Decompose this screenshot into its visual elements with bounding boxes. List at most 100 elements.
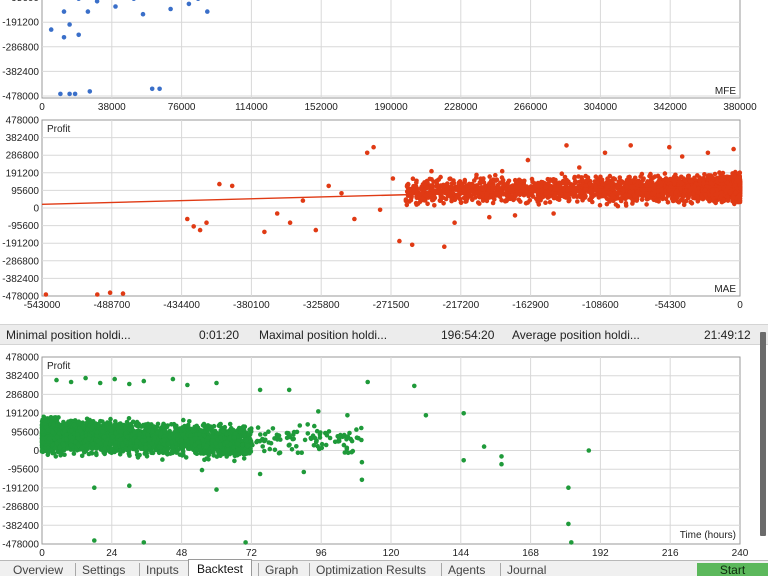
data-point	[512, 196, 517, 201]
data-point	[635, 189, 641, 194]
data-point	[205, 435, 211, 440]
data-point	[408, 197, 414, 203]
data-point	[599, 177, 605, 183]
data-point	[339, 191, 344, 196]
data-point	[58, 91, 63, 97]
data-point	[712, 171, 718, 177]
data-point	[576, 193, 582, 199]
data-point	[535, 199, 540, 204]
x-tick-label: 38000	[98, 102, 126, 113]
data-point	[117, 452, 123, 457]
data-point	[687, 192, 693, 197]
min-holding-value: 0:01:20	[199, 328, 240, 342]
data-point	[186, 1, 192, 7]
data-point	[641, 176, 646, 181]
x-tick-label: -108600	[582, 300, 619, 311]
y-tick-label: 0	[33, 446, 39, 457]
data-point	[529, 191, 535, 197]
data-point	[487, 214, 492, 220]
data-point	[431, 197, 436, 203]
data-point	[663, 196, 669, 202]
data-point	[422, 187, 427, 193]
data-point	[638, 182, 644, 188]
x-tick-label: 0	[39, 548, 45, 559]
data-point	[527, 198, 533, 203]
y-tick-label: -191200	[2, 239, 39, 250]
x-tick-label: 48	[176, 548, 188, 559]
data-point	[76, 0, 81, 1]
data-point	[197, 227, 203, 233]
data-point	[102, 445, 107, 451]
data-point	[497, 194, 503, 200]
data-point	[470, 197, 475, 203]
data-point	[639, 197, 645, 202]
data-point	[609, 182, 614, 187]
max-holding-value: 196:54:20	[441, 328, 495, 342]
mae-chart: -543000 -488700 -434400 -380100 -325800 -2715…	[2, 116, 743, 311]
data-point	[507, 187, 512, 192]
data-point	[43, 292, 49, 297]
data-point	[731, 195, 736, 200]
data-point	[475, 200, 481, 205]
data-point	[428, 183, 434, 188]
data-point	[440, 195, 446, 200]
data-point	[655, 193, 661, 198]
data-point	[456, 187, 462, 193]
y-tick-label: 478000	[6, 116, 40, 127]
x-tick-label: 216	[662, 548, 679, 559]
data-point	[547, 199, 553, 205]
data-point	[628, 143, 633, 148]
data-point	[467, 183, 473, 189]
x-tick-label: 228000	[444, 102, 478, 113]
data-point	[630, 198, 636, 203]
data-point	[620, 194, 625, 200]
y-tick-label: 382400	[6, 371, 40, 382]
data-point	[609, 196, 615, 201]
data-point	[191, 224, 196, 229]
avg-holding-label: Average position holdi...	[512, 328, 640, 342]
data-point	[140, 11, 146, 17]
data-point	[472, 178, 477, 183]
data-point	[624, 180, 630, 186]
data-point	[688, 199, 693, 205]
data-point	[551, 211, 556, 216]
data-point	[449, 181, 455, 186]
data-point	[701, 181, 706, 186]
data-point	[442, 244, 447, 249]
x-tick-label: -54300	[655, 300, 687, 311]
data-point	[168, 6, 173, 12]
data-point	[229, 183, 235, 189]
x-axis-label: MAE	[714, 284, 736, 295]
data-point	[611, 176, 617, 181]
data-point	[274, 211, 280, 216]
data-point	[409, 242, 415, 248]
data-point	[471, 183, 477, 189]
data-point	[432, 203, 437, 208]
data-point	[573, 180, 579, 185]
data-point	[547, 194, 552, 199]
data-point	[551, 179, 557, 185]
x-tick-label: -543000	[24, 300, 61, 311]
data-point	[731, 146, 736, 152]
data-point	[126, 416, 132, 421]
data-point	[487, 174, 493, 179]
data-point	[107, 290, 113, 295]
data-point	[206, 452, 212, 458]
data-point	[287, 220, 293, 225]
data-point	[580, 178, 585, 184]
chart-title: Profit	[47, 361, 71, 372]
data-point	[609, 192, 615, 198]
data-point	[67, 91, 72, 97]
data-point	[644, 202, 649, 207]
y-tick-label: 191200	[6, 168, 40, 179]
data-point	[131, 0, 136, 1]
data-point	[490, 183, 496, 189]
data-point	[583, 183, 588, 188]
data-point	[490, 200, 496, 206]
data-point	[352, 216, 357, 222]
data-point	[425, 201, 430, 207]
data-point	[419, 184, 424, 190]
data-point	[232, 458, 237, 464]
data-point	[326, 183, 332, 189]
data-point	[516, 177, 522, 183]
